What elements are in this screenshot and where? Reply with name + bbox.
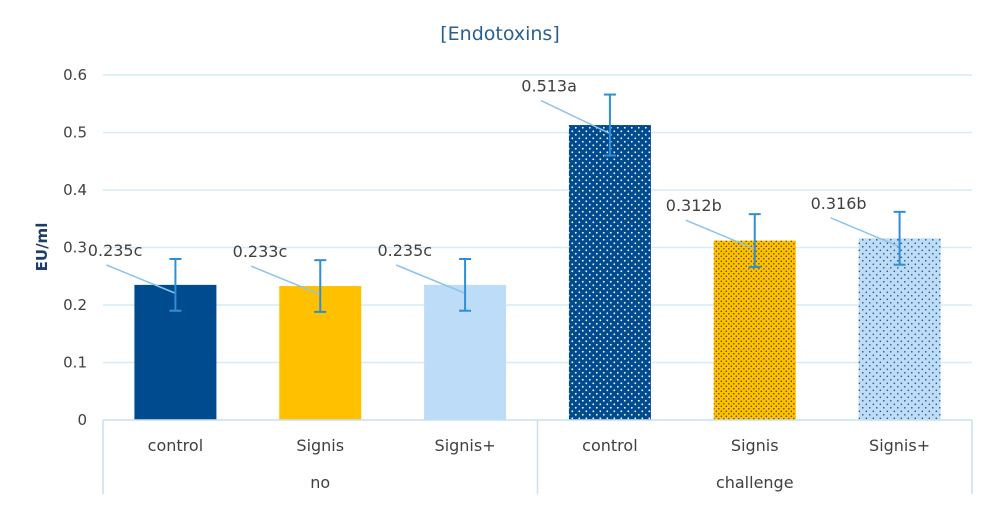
gridlines	[103, 74, 972, 364]
data-label: 0.312b	[666, 196, 722, 215]
data-label-leader	[106, 264, 175, 294]
y-tick-label: 0.6	[63, 66, 87, 84]
data-labels: 0.235c 0.233c 0.235c 0.513a 0.312b 0.316b	[88, 77, 899, 295]
bar-challenge-signis	[713, 240, 796, 420]
data-label: 0.316b	[811, 194, 867, 213]
y-tick-label: 0.4	[63, 181, 87, 199]
data-label: 0.513a	[521, 77, 577, 96]
x-group-label: challenge	[716, 473, 794, 492]
x-category-label: control	[582, 436, 637, 455]
chart-title: [Endotoxins]	[440, 23, 560, 45]
y-axis-label: EU/ml	[33, 223, 51, 272]
error-bars	[169, 93, 906, 313]
bar-challenge-signis-plus	[858, 238, 941, 420]
data-label-leader	[685, 219, 755, 250]
x-category-label: Signis	[296, 436, 344, 455]
data-label-leader	[830, 217, 899, 247]
x-category-label: Signis+	[869, 436, 930, 455]
x-category-label: control	[148, 436, 203, 455]
data-label: 0.233c	[233, 242, 288, 261]
bar-challenge-control	[568, 125, 651, 421]
y-axis-ticks: 0 0.1 0.2 0.3 0.4 0.5 0.6	[63, 66, 87, 429]
data-label-leader	[250, 265, 320, 295]
y-tick-label: 0.3	[63, 239, 87, 257]
x-category-label: Signis	[731, 436, 779, 455]
x-category-label: Signis+	[435, 436, 496, 455]
y-tick-label: 0.5	[63, 124, 87, 142]
y-tick-label: 0.1	[63, 354, 87, 372]
y-tick-label: 0.2	[63, 296, 87, 314]
data-label: 0.235c	[88, 241, 143, 260]
bars	[134, 125, 941, 421]
x-axis: control Signis Signis+ no control Signis Signi…	[102, 419, 973, 494]
data-label-leader	[540, 99, 610, 134]
data-label: 0.235c	[377, 241, 432, 260]
y-tick-label: 0	[77, 411, 87, 429]
data-label-leader	[395, 264, 465, 294]
x-group-label: no	[310, 473, 330, 492]
